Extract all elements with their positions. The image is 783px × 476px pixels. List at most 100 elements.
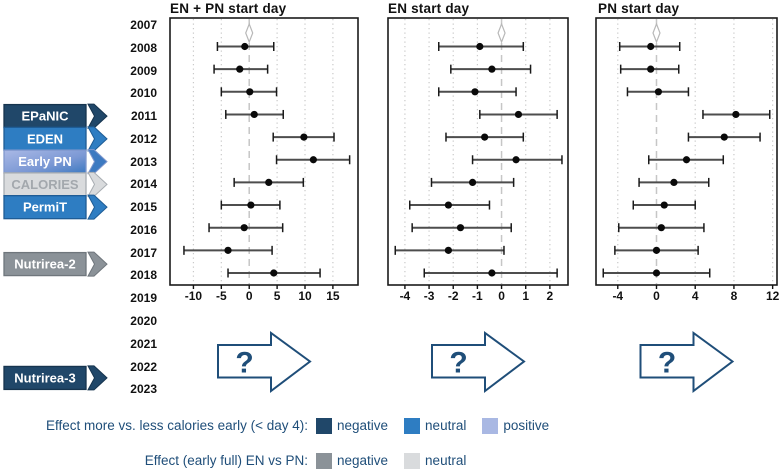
- forest-row-2016: [617, 223, 705, 233]
- question-arrow-3: ?: [639, 331, 735, 394]
- legend-item-neutral: neutral: [404, 452, 467, 469]
- trial-banner-nutrirea-2: Nutrirea-2: [3, 251, 108, 277]
- panel-title-en-pn-start-day: EN + PN start day: [170, 1, 287, 16]
- axis-tick-label: -1: [472, 289, 483, 303]
- point-estimate: [309, 156, 317, 164]
- right-arrow-icon: [217, 331, 312, 394]
- point-estimate: [246, 88, 254, 96]
- point-estimate: [444, 246, 453, 254]
- axis-tick-label: 12: [766, 289, 780, 303]
- year-label-2008: 2008: [130, 40, 157, 55]
- point-estimate: [654, 88, 663, 96]
- year-label-2010: 2010: [130, 86, 157, 101]
- forest-panel-3: -4 0 4 8 12: [595, 17, 780, 303]
- point-estimate: [300, 133, 308, 141]
- point-estimate: [647, 65, 655, 73]
- trial-banner-epanic: EPaNIC: [3, 103, 108, 129]
- year-label-2021: 2021: [130, 336, 157, 351]
- point-estimate: [250, 110, 258, 119]
- point-estimate: [481, 133, 489, 141]
- question-arrow-1: ?: [217, 331, 312, 394]
- banner-arrow-head-icon: [87, 194, 108, 220]
- forest-row-2015: [408, 200, 491, 210]
- axis-tick-label: -10: [185, 289, 203, 303]
- baseline-diamond-marker: [652, 22, 661, 44]
- year-label-2018: 2018: [130, 268, 157, 283]
- forest-row-2018: [423, 268, 558, 278]
- year-label-2019: 2019: [130, 291, 157, 306]
- banner-arrow-head-icon: [87, 365, 108, 391]
- legend-item-label: negative: [337, 453, 389, 468]
- forest-row-2012: [272, 132, 335, 142]
- legend-row-2: Effect (early full) EN vs PN: negative neu…: [0, 452, 783, 469]
- forest-row-2011: [479, 109, 558, 119]
- panel-frame: [595, 17, 778, 286]
- trial-banner-calories: CALORIES: [3, 171, 108, 197]
- legend-row-1: Effect more vs. less calories early (< d…: [0, 417, 783, 434]
- point-estimate: [670, 178, 678, 186]
- year-label-2017: 2017: [130, 245, 157, 260]
- axis-tick-label: 15: [326, 289, 340, 303]
- year-label-2014: 2014: [130, 177, 157, 192]
- year-label-2009: 2009: [130, 63, 157, 78]
- panel-frame: [387, 17, 569, 286]
- trial-banner-label: Early PN: [18, 154, 71, 169]
- trial-banner-label: Nutrirea-3: [14, 370, 75, 385]
- legend-item-label: positive: [503, 418, 550, 433]
- point-estimate: [732, 110, 740, 119]
- forest-row-2013: [471, 155, 563, 165]
- legend-row-label: Effect (early full) EN vs PN:: [144, 453, 308, 468]
- axis-tick-label: -4: [400, 289, 411, 303]
- forest-row-2016: [208, 223, 284, 233]
- legend-item-label: neutral: [425, 453, 467, 468]
- forest-row-2013: [648, 155, 725, 165]
- axis-tick-label: 2: [547, 289, 554, 303]
- point-estimate: [247, 201, 255, 209]
- trial-banner-label: EPaNIC: [22, 109, 70, 124]
- point-estimate: [444, 201, 453, 209]
- axis-tick-label: 8: [731, 289, 738, 303]
- legend-item-positive: positive: [482, 417, 550, 434]
- right-arrow-icon: [431, 331, 526, 394]
- legend-item-negative: negative: [316, 452, 389, 469]
- trial-banner-early-pn: Early PN: [3, 149, 108, 175]
- legend-swatch-icon: [404, 417, 421, 434]
- year-label-2022: 2022: [130, 359, 157, 374]
- point-estimate: [476, 42, 484, 51]
- axis-tick-label: -3: [424, 289, 435, 303]
- legend-swatch-icon: [404, 452, 421, 469]
- forest-row-2008: [437, 42, 525, 51]
- legend-row-label: Effect more vs. less calories early (< d…: [46, 418, 308, 433]
- trial-banner-label: Nutrirea-2: [14, 257, 75, 272]
- question-arrow-2: ?: [431, 331, 526, 394]
- legend-item-negative: negative: [316, 417, 388, 434]
- point-estimate: [657, 224, 665, 232]
- point-estimate: [652, 246, 661, 254]
- year-label-2016: 2016: [130, 222, 157, 237]
- year-label-2012: 2012: [130, 131, 157, 146]
- trial-banner-eden: EDEN: [3, 126, 108, 152]
- forest-row-2014: [430, 177, 515, 187]
- forest-row-2015: [632, 200, 696, 210]
- panel-title-en-start-day: EN start day: [388, 1, 470, 16]
- year-label-2011: 2011: [130, 109, 157, 124]
- axis-tick-label: -2: [448, 289, 459, 303]
- question-mark-label: ?: [658, 347, 676, 380]
- baseline-diamond-marker: [245, 22, 254, 44]
- banner-body: [3, 195, 87, 220]
- baseline-diamond-marker: [497, 22, 506, 44]
- forest-row-2018: [227, 268, 321, 278]
- point-estimate: [652, 269, 661, 277]
- point-estimate: [265, 178, 273, 186]
- forest-row-2015: [220, 200, 281, 210]
- forest-row-2009: [619, 64, 680, 74]
- axis-tick-label: 0: [653, 289, 660, 303]
- forest-row-2016: [411, 223, 512, 233]
- year-label-2023: 2023: [130, 382, 157, 397]
- point-estimate: [660, 201, 668, 209]
- forest-row-2013: [275, 155, 351, 165]
- point-estimate: [468, 178, 477, 186]
- forest-row-2017: [183, 245, 273, 255]
- point-estimate: [471, 88, 479, 96]
